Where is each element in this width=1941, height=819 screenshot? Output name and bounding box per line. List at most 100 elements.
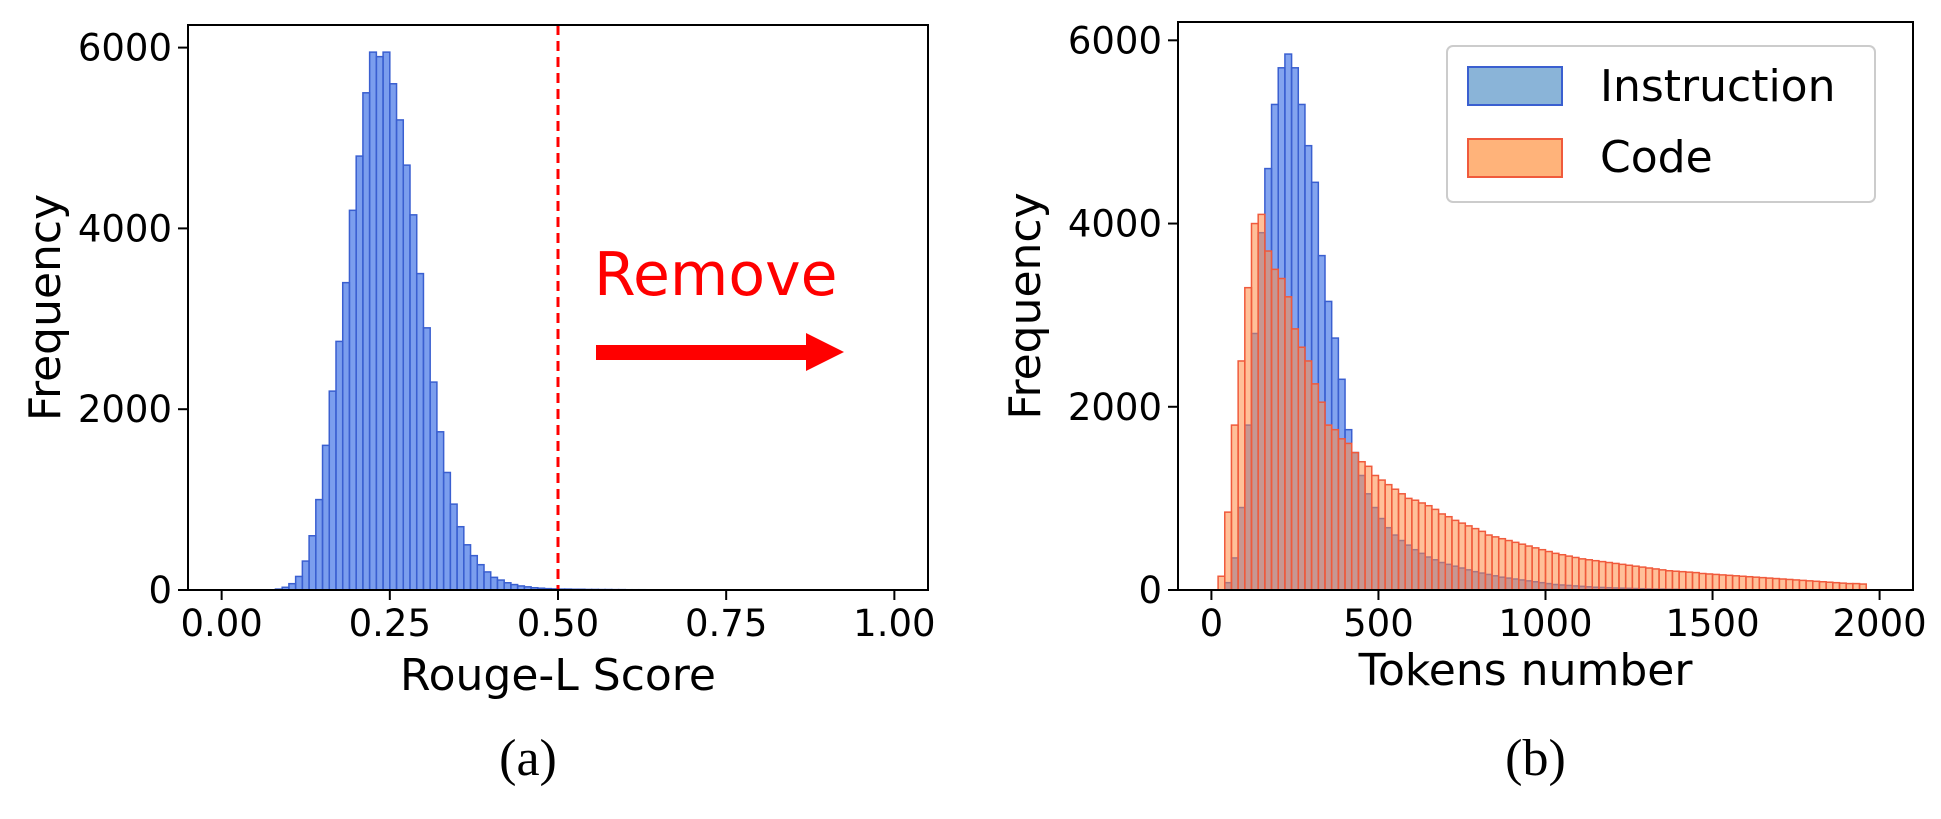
- code-bar: [1798, 579, 1807, 591]
- legend-swatch-code: [1467, 138, 1563, 178]
- rouge-l-bar: [355, 155, 364, 591]
- code-bar: [1665, 570, 1674, 591]
- code-bar: [1825, 581, 1834, 591]
- panel-a-y-tick-label: 4000: [78, 207, 172, 250]
- code-bar: [1371, 474, 1380, 591]
- code-bar: [1437, 513, 1447, 591]
- code-bar: [1611, 562, 1620, 591]
- code-bar: [1237, 360, 1246, 591]
- code-bar: [1290, 328, 1300, 591]
- code-bar: [1310, 383, 1320, 591]
- panel-b-y-tick-label: 2000: [1068, 386, 1162, 429]
- panel-b-y-tick-label: 6000: [1068, 19, 1162, 62]
- legend-label-instruction: Instruction: [1600, 61, 1836, 112]
- code-bar: [1745, 575, 1754, 591]
- code-bar: [1257, 213, 1266, 591]
- code-bar: [1584, 559, 1594, 591]
- code-bar: [1344, 442, 1353, 591]
- panel-b-x-tick-label: 1000: [1498, 602, 1592, 645]
- rouge-l-bar: [335, 340, 344, 591]
- legend: Instruction Code: [1446, 45, 1876, 203]
- remove-annotation: Remove: [594, 240, 838, 310]
- x-axis-label-a: Rouge-L Score: [400, 650, 716, 701]
- code-bar: [1691, 571, 1700, 591]
- y-axis-label-b: Frequency: [1000, 192, 1051, 419]
- rouge-l-bar: [348, 209, 357, 591]
- code-bar: [1304, 360, 1313, 591]
- code-bar: [1324, 424, 1333, 591]
- code-bar: [1217, 575, 1226, 591]
- legend-swatch-instruction: [1467, 66, 1563, 106]
- panel-a-x-tick-label: 0.50: [517, 602, 599, 645]
- rouge-l-bar: [469, 554, 479, 591]
- code-bar: [1718, 574, 1727, 591]
- code-bar: [1731, 575, 1741, 591]
- code-bar: [1805, 580, 1814, 591]
- rouge-l-bar: [328, 390, 337, 591]
- remove-arrow: [596, 333, 844, 371]
- code-bar: [1812, 580, 1821, 591]
- code-bar: [1564, 555, 1573, 591]
- rouge-l-bar: [409, 214, 418, 591]
- code-bar: [1604, 561, 1614, 591]
- code-bar: [1464, 525, 1473, 591]
- rouge-l-bar: [503, 582, 512, 591]
- code-bar: [1518, 543, 1527, 591]
- code-bar: [1624, 564, 1634, 591]
- rouge-l-bar: [375, 55, 384, 591]
- code-bar: [1771, 577, 1781, 591]
- rouge-l-bar: [395, 119, 405, 591]
- remove-arrow-shaft: [596, 345, 808, 360]
- panel-b-y-tick-label: 4000: [1068, 203, 1162, 246]
- code-bar: [1511, 541, 1520, 591]
- panel-a-x-tick-label: 1.00: [853, 602, 935, 645]
- code-bar: [1471, 527, 1480, 591]
- panel-b-y-tick-label: 0: [1138, 569, 1162, 612]
- code-bar: [1250, 222, 1259, 591]
- panel-a-y-tick-label: 0: [148, 569, 172, 612]
- ticks-a: 0.00 0.25 0.50 0.75 1.00 0 2000 4000 6000: [78, 27, 936, 645]
- rouge-l-bar: [308, 535, 317, 591]
- code-bar: [1738, 575, 1747, 591]
- code-bar: [1411, 499, 1420, 591]
- rouge-l-bar: [321, 444, 331, 591]
- caption-a: (a): [499, 730, 557, 787]
- panel-a-y-tick-label: 2000: [78, 388, 172, 431]
- rouge-l-bar: [442, 471, 452, 591]
- code-bar: [1598, 560, 1607, 591]
- rouge-l-bar: [422, 327, 431, 591]
- code-bar: [1497, 537, 1507, 591]
- code-bar: [1578, 558, 1587, 591]
- code-bar: [1705, 573, 1714, 591]
- code-bar: [1778, 578, 1787, 591]
- code-bar: [1277, 277, 1286, 591]
- rouge-l-bar: [463, 544, 472, 591]
- code-bar: [1477, 530, 1487, 591]
- code-bar: [1785, 578, 1794, 591]
- panel-b-x-tick-label: 0: [1200, 602, 1224, 645]
- rouge-l-bar: [449, 503, 458, 591]
- code-bar: [1651, 568, 1660, 591]
- code-bar: [1377, 479, 1386, 591]
- code-bar: [1364, 465, 1373, 591]
- code-bar: [1558, 553, 1567, 591]
- rouge-l-bar: [436, 431, 445, 591]
- code-bar: [1384, 483, 1393, 591]
- rouge-l-bar: [402, 164, 411, 591]
- code-bar: [1551, 552, 1560, 591]
- code-bar: [1484, 534, 1493, 591]
- code-bar: [1317, 401, 1326, 591]
- remove-arrow-head: [806, 333, 844, 371]
- ticks-b: 0 500 1000 1500 2000 0 2000 4000 6000: [1068, 19, 1927, 645]
- rouge-l-bar: [382, 51, 391, 591]
- code-bar: [1678, 570, 1687, 591]
- rouge-l-bar: [415, 272, 425, 591]
- code-bar: [1538, 548, 1547, 591]
- code-bar: [1391, 488, 1400, 591]
- y-axis-label-a: Frequency: [20, 194, 71, 421]
- code-bar: [1457, 522, 1467, 591]
- code-bar: [1791, 579, 1801, 591]
- code-bar: [1531, 547, 1540, 591]
- code-bar: [1832, 581, 1841, 591]
- code-bar: [1671, 570, 1680, 591]
